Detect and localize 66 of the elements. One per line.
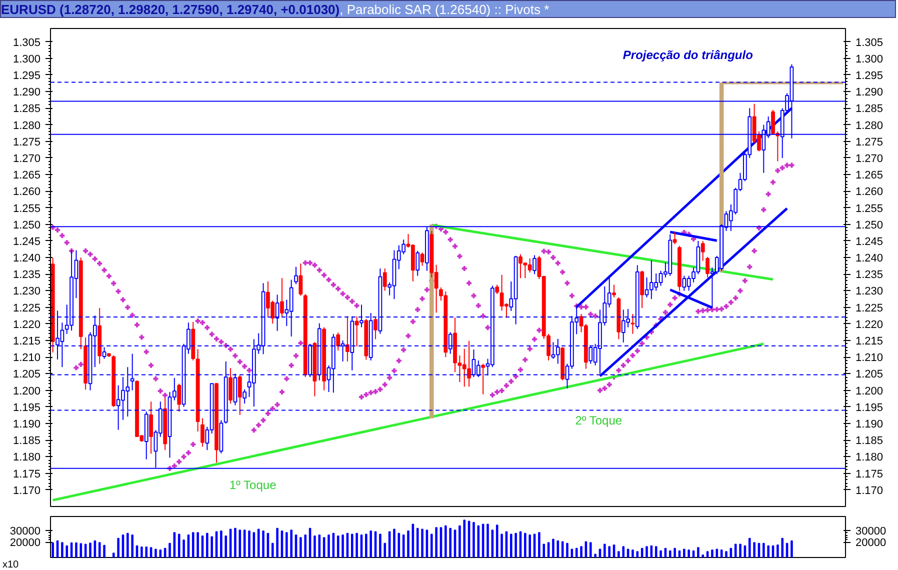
y-tick-label: 1.170 [12, 484, 41, 497]
y-tick-label: 1.175 [12, 468, 41, 480]
y2-tick-label: 1.230 [856, 286, 884, 298]
y2-tick-label: 1.295 [856, 70, 884, 82]
y2-tick-label: 1.280 [856, 120, 884, 132]
y-tick-label: 1.185 [12, 435, 41, 448]
y2-tick-label: 1.285 [856, 103, 884, 116]
y2-tick-label: 1.215 [856, 336, 884, 348]
y-tick-label: 30000 [10, 525, 41, 538]
text: x10 [2, 560, 20, 570]
annotation: 1º Toque [229, 478, 277, 492]
y-tick-label: 1.220 [12, 318, 41, 331]
y2-tick-label: 1.220 [856, 318, 884, 331]
y-tick-label: 1.190 [12, 418, 41, 431]
y2-tick-label: 1.195 [856, 402, 884, 414]
y-tick-label: 1.305 [12, 36, 41, 49]
annotation: 2º Toque [575, 413, 622, 428]
y2-tick-label: 1.210 [856, 352, 884, 364]
y-tick-label: 1.210 [12, 352, 41, 364]
y-tick-label: 1.180 [12, 452, 41, 464]
y-tick-label: 1.240 [12, 252, 41, 265]
y-tick-label: 1.300 [12, 53, 41, 66]
y-tick-label: 1.225 [12, 302, 41, 314]
y2-tick-label: 1.235 [856, 269, 884, 282]
y-tick-label: 1.280 [12, 120, 41, 132]
y2-tick-label: 1.240 [856, 252, 884, 265]
annotation: Projecção do triângulo [622, 48, 753, 62]
y2-tick-label: 1.190 [856, 418, 884, 431]
y2-tick-label: 1.175 [856, 468, 884, 480]
y-tick-label: 1.205 [12, 368, 41, 381]
y-tick-label: 1.235 [12, 269, 41, 282]
y-tick-label: 1.250 [12, 219, 41, 232]
y-tick-label: 20000 [10, 537, 41, 550]
y2-tick-label: 1.225 [856, 302, 884, 314]
y2-tick-label: 1.270 [856, 152, 884, 165]
y2-tick-label: 1.260 [856, 186, 884, 198]
y-tick-label: 1.270 [12, 152, 41, 165]
y2-tick-label: 1.245 [856, 236, 884, 248]
y-tick-label: 1.255 [12, 202, 41, 215]
y-tick-label: 1.245 [12, 236, 41, 248]
y-tick-label: 1.195 [12, 402, 41, 414]
y-tick-label: 1.275 [12, 136, 41, 148]
y-tick-label: 1.230 [12, 286, 41, 298]
y2-tick-label: 1.205 [856, 368, 884, 381]
y2-tick-label: 1.300 [856, 53, 884, 66]
y2-tick-label: 1.305 [856, 36, 884, 49]
chart-title: EURUSD (1.28720, 1.29820, 1.27590, 1.29740, +0.01030) [1, 2, 340, 17]
y-tick-label: 1.200 [12, 385, 41, 398]
y-tick-label: 1.295 [12, 70, 41, 82]
y2-tick-label: 1.185 [856, 435, 884, 448]
y-tick-label: 1.265 [12, 170, 41, 182]
y2-tick-label: 1.275 [856, 136, 884, 148]
y2-tick-label: 20000 [856, 537, 886, 550]
chart-subtitle: , Parabolic SAR (1.26540) :: Pivots * [340, 2, 550, 17]
y-tick-label: 1.260 [12, 186, 41, 198]
y-tick-label: 1.290 [12, 86, 41, 99]
y-tick-label: 1.285 [12, 103, 41, 116]
y2-tick-label: 30000 [856, 525, 886, 538]
y2-tick-label: 1.265 [856, 170, 884, 182]
y2-tick-label: 1.290 [856, 86, 884, 99]
y2-tick-label: 1.180 [856, 452, 884, 464]
y2-tick-label: 1.170 [856, 484, 884, 497]
y2-tick-label: 1.255 [856, 202, 884, 215]
y-tick-label: 1.215 [12, 336, 41, 348]
y2-tick-label: 1.250 [856, 219, 884, 232]
y2-tick-label: 1.200 [856, 385, 884, 398]
